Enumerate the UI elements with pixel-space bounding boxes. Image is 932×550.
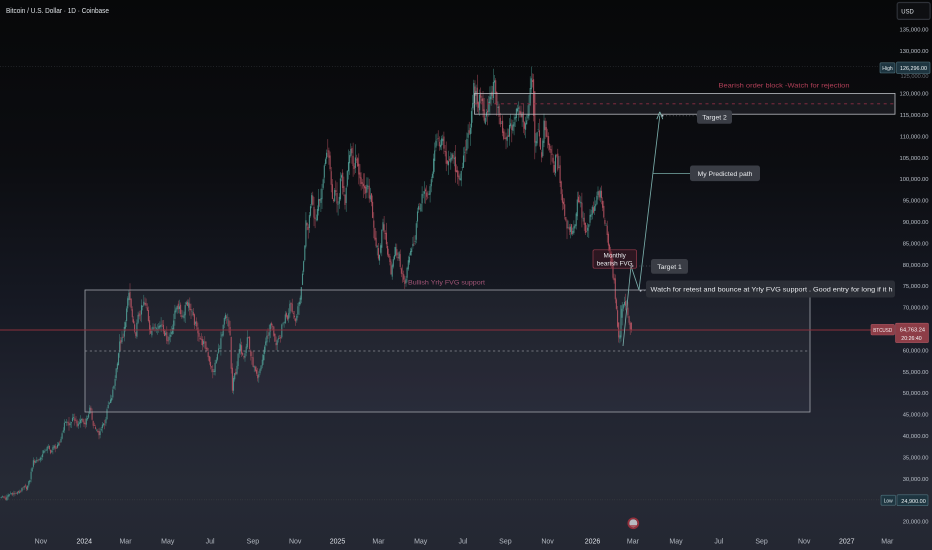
svg-text:50,000.00: 50,000.00	[903, 391, 929, 397]
svg-text:Bitcoin / U.S. Dollar · 1D · C: Bitcoin / U.S. Dollar · 1D · Coinbase	[6, 8, 109, 15]
svg-text:Bullish Yrly FVG support: Bullish Yrly FVG support	[408, 280, 485, 287]
svg-text:Nov: Nov	[289, 539, 302, 546]
svg-text:May: May	[669, 539, 683, 546]
svg-text:BTCUSD: BTCUSD	[873, 328, 892, 334]
svg-text:Jul: Jul	[206, 539, 215, 546]
svg-text:My Predicted path: My Predicted path	[698, 171, 753, 178]
svg-text:120,000.00: 120,000.00	[899, 92, 928, 98]
svg-text:30,000.00: 30,000.00	[903, 477, 929, 483]
svg-text:Jul: Jul	[714, 539, 723, 546]
svg-text:60,000.00: 60,000.00	[903, 348, 929, 354]
svg-text:Mar: Mar	[627, 539, 640, 546]
svg-text:Nov: Nov	[541, 539, 554, 546]
svg-text:115,000.00: 115,000.00	[900, 113, 929, 119]
svg-text:24,900.00: 24,900.00	[901, 499, 926, 505]
svg-text:Target 1: Target 1	[657, 264, 682, 271]
svg-text:85,000.00: 85,000.00	[903, 241, 929, 247]
svg-text:Watch for retest and bounce at: Watch for retest and bounce at Yrly FVG …	[651, 287, 893, 294]
svg-text:35,000.00: 35,000.00	[903, 455, 929, 461]
svg-text:Nov: Nov	[35, 539, 48, 546]
svg-text:USD: USD	[901, 8, 914, 15]
svg-text:70,000.00: 70,000.00	[903, 306, 929, 312]
svg-text:Jul: Jul	[459, 539, 468, 546]
svg-text:75,000.00: 75,000.00	[903, 284, 929, 290]
svg-text:110,000.00: 110,000.00	[900, 134, 929, 140]
svg-text:Nov: Nov	[798, 539, 811, 546]
svg-text:bearish FVG: bearish FVG	[597, 260, 633, 267]
svg-text:Target 2: Target 2	[702, 114, 727, 121]
svg-text:Mar: Mar	[372, 539, 385, 546]
svg-text:May: May	[414, 539, 428, 546]
svg-text:High: High	[882, 66, 893, 72]
svg-text:130,000.00: 130,000.00	[899, 49, 928, 55]
svg-text:Bearish order block -Watch for: Bearish order block -Watch for rejection	[719, 83, 850, 90]
svg-text:Low: Low	[884, 499, 894, 505]
svg-text:125,000.00: 125,000.00	[901, 74, 929, 80]
svg-text:80,000.00: 80,000.00	[903, 263, 929, 269]
svg-text:45,000.00: 45,000.00	[903, 413, 929, 419]
svg-text:Sep: Sep	[499, 539, 512, 546]
svg-text:105,000.00: 105,000.00	[899, 156, 928, 162]
svg-text:2024: 2024	[77, 539, 93, 546]
svg-text:95,000.00: 95,000.00	[903, 199, 929, 205]
svg-text:Sep: Sep	[755, 539, 768, 546]
svg-text:May: May	[161, 539, 175, 546]
svg-text:90,000.00: 90,000.00	[903, 220, 929, 226]
svg-text:64,763.24: 64,763.24	[900, 328, 925, 334]
svg-text:2026: 2026	[585, 539, 601, 546]
svg-text:40,000.00: 40,000.00	[903, 434, 929, 440]
svg-text:100,000.00: 100,000.00	[899, 177, 928, 183]
svg-text:Monthly: Monthly	[604, 252, 627, 259]
svg-text:2025: 2025	[330, 539, 346, 546]
svg-text:Mar: Mar	[119, 539, 132, 546]
svg-text:20:26:40: 20:26:40	[901, 336, 921, 342]
svg-text:20,000.00: 20,000.00	[903, 520, 929, 526]
svg-text:135,000.00: 135,000.00	[899, 27, 928, 33]
svg-text:126,296.00: 126,296.00	[900, 66, 927, 72]
svg-text:Mar: Mar	[881, 539, 894, 546]
svg-text:2027: 2027	[839, 539, 855, 546]
svg-text:Sep: Sep	[247, 539, 260, 546]
svg-text:55,000.00: 55,000.00	[903, 370, 929, 376]
